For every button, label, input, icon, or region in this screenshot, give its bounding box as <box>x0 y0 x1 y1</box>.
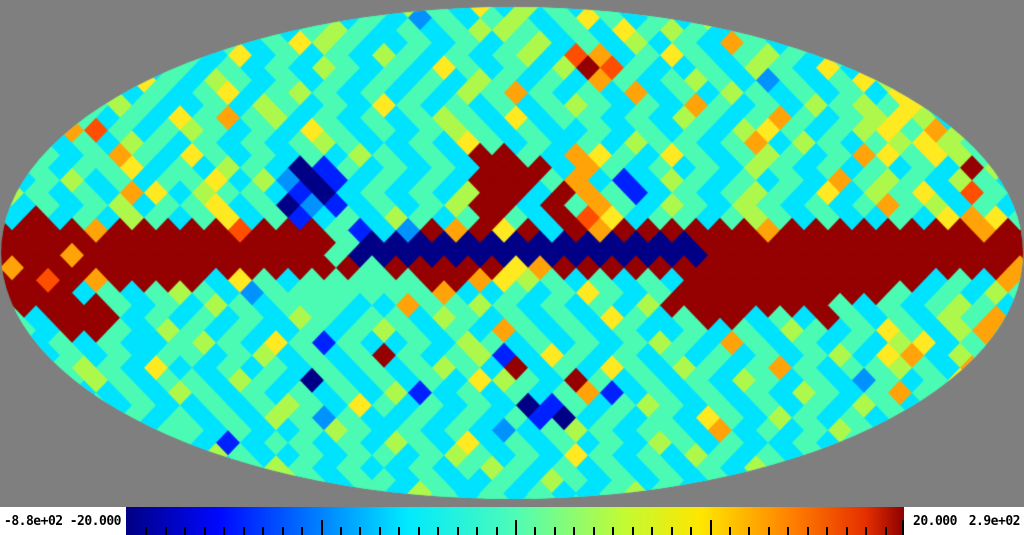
colorbar-minor-tick <box>631 527 634 535</box>
colorbar-minor-tick <box>398 527 401 535</box>
colorbar-minor-tick <box>417 527 420 535</box>
colorbar-major-tick <box>902 520 904 535</box>
colorbar-minor-tick <box>534 527 537 535</box>
colorbar-minor-tick <box>456 527 459 535</box>
colorbar-minor-tick <box>728 527 731 535</box>
colorbar-minor-tick <box>806 527 809 535</box>
colorbar-minor-tick <box>651 527 654 535</box>
colorbar-minor-tick <box>670 527 673 535</box>
colorbar-minor-tick <box>865 527 868 535</box>
colorbar-major-tick <box>515 520 517 535</box>
colorbar-max-value: 20.000 <box>913 513 957 529</box>
mollweide-sky-map <box>0 0 1024 507</box>
colorbar-minor-tick <box>203 527 206 535</box>
colorbar-minor-tick <box>690 527 693 535</box>
colorbar-gradient <box>126 507 904 535</box>
colorbar-minor-tick <box>592 527 595 535</box>
colorbar-minor-tick <box>281 527 284 535</box>
colorbar-min-value: -20.000 <box>69 513 122 529</box>
colorbar-minor-tick <box>476 527 479 535</box>
colorbar-minor-tick <box>437 527 440 535</box>
colorbar-major-tick <box>709 520 712 535</box>
colorbar-major-tick <box>320 520 323 535</box>
colorbar-minor-tick <box>845 527 848 535</box>
colorbar-minor-tick <box>573 527 576 535</box>
colorbar-minor-tick <box>767 527 770 535</box>
colorbar-minor-tick <box>242 527 245 535</box>
colorbar-minor-tick <box>184 527 187 535</box>
colorbar-minor-tick <box>495 527 498 535</box>
colorbar-minor-tick <box>612 527 615 535</box>
colorbar-minor-tick <box>748 527 751 535</box>
map-min-value: -8.8e+02 <box>4 513 63 529</box>
colorbar-minor-tick <box>164 527 167 535</box>
map-max-value: 2.9e+02 <box>968 513 1021 529</box>
colorbar-minor-tick <box>787 527 790 535</box>
colorbar-minor-tick <box>339 527 342 535</box>
colorbar-left-labels: -8.8e+02 -20.000 <box>0 507 126 535</box>
colorbar-minor-tick <box>553 527 556 535</box>
colorbar-minor-tick <box>359 527 362 535</box>
colorbar-minor-tick <box>826 527 829 535</box>
colorbar-minor-tick <box>301 527 304 535</box>
colorbar-minor-tick <box>223 527 226 535</box>
colorbar-right-labels: 20.000 2.9e+02 <box>904 507 1024 535</box>
colorbar-minor-tick <box>884 527 887 535</box>
colorbar-minor-tick <box>378 527 381 535</box>
colorbar-minor-tick <box>262 527 265 535</box>
colorbar-minor-tick <box>145 527 148 535</box>
